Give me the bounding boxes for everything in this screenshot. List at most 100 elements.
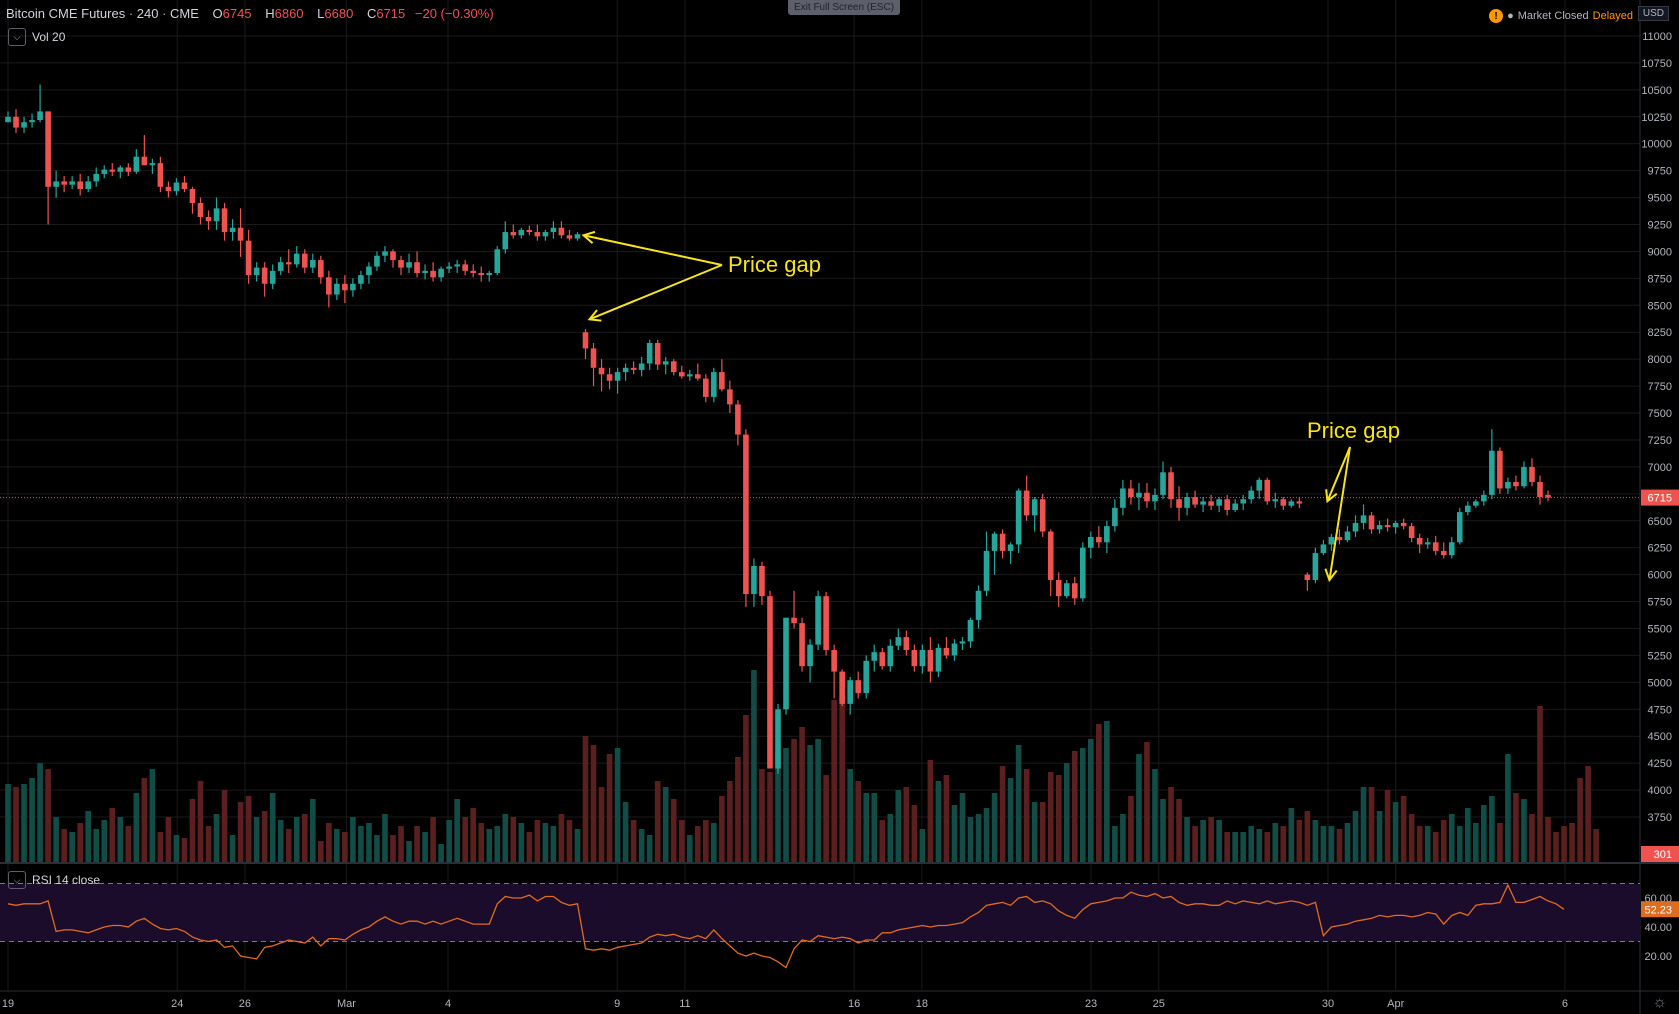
gear-icon[interactable]: ☼ [1652,994,1667,1011]
candle-body [606,374,613,381]
interval-label[interactable]: 240 [136,6,159,21]
exit-fullscreen-button[interactable]: Exit Full Screen (ESC) [788,0,901,15]
volume-bar [1561,826,1567,862]
candle-body [735,404,741,435]
price-tick-label: 6500 [1648,516,1672,528]
volume-bar [85,811,92,862]
candle [727,380,733,414]
price-tick-label: 6250 [1648,543,1672,555]
volume-bar [751,670,757,862]
volume-bar [943,775,950,862]
currency-button[interactable]: USD [1637,6,1669,21]
candle-body [261,267,268,284]
candle-body [951,643,958,656]
candle-body [566,235,573,239]
candle-body [767,596,773,769]
candle [237,208,244,257]
candle-body [622,367,629,373]
time-tick-label: 26 [239,998,251,1010]
candle-body [534,232,541,237]
candle-body [414,262,420,273]
candle [751,558,757,607]
candle [895,628,902,651]
volume-bar [678,820,685,862]
candle [390,249,396,268]
volume-bar [927,760,934,862]
symbol-name[interactable]: Bitcoin CME Futures [6,6,126,21]
candle [1208,494,1214,510]
price-tick-label: 8500 [1648,300,1672,312]
candle-body [598,367,605,375]
volume-bar [510,817,517,862]
price-tick-label: 9250 [1648,220,1672,232]
volume-bar [703,820,709,862]
open-value: 6745 [222,6,252,21]
candle-body [37,111,43,121]
candle-body [406,262,412,268]
time-tick-label: 23 [1085,998,1097,1010]
candle [999,529,1006,559]
volume-bar [478,823,485,862]
chevron-down-icon[interactable]: ⌵ [8,871,26,889]
candle-body [927,650,934,672]
volume-bar [1047,772,1054,862]
volume-indicator-label[interactable]: Vol 20 [32,30,66,44]
candle [406,253,412,273]
volume-bar [526,832,533,862]
candle-body [614,372,621,381]
annotation-arrow [1328,446,1351,581]
candle [622,363,629,381]
volume-bar [799,727,805,862]
candle [309,253,316,273]
candle-body [510,232,517,236]
candle-body [1296,501,1303,504]
candle [342,275,348,304]
candle [1031,497,1038,532]
volume-bar [406,841,412,862]
candle-body [141,156,148,166]
candle-body [1320,544,1327,554]
volume-bar [165,817,172,862]
rsi-indicator-label[interactable]: RSI 14 close [32,873,101,887]
candle [863,655,870,699]
volume-bar [342,832,348,862]
candle-body [582,332,589,349]
candle-body [213,208,220,222]
candle [454,260,460,273]
candle [534,224,541,241]
candle-body [1023,490,1030,516]
candle [430,262,436,282]
candle [991,531,998,575]
candle [502,221,509,254]
candle [157,156,164,193]
volume-bar [1352,811,1359,862]
candle-body [1505,481,1511,489]
candle-body [1280,499,1287,506]
candle-body [943,647,950,656]
chevron-down-icon[interactable]: ⌵ [8,28,26,46]
candle [654,339,661,370]
candle [85,176,92,193]
candle [93,167,100,187]
volume-bar [1296,820,1303,862]
volume-bar [382,814,388,862]
candle-body [1344,531,1351,541]
candle [791,590,797,629]
candle [967,617,974,648]
low-label: L [317,6,325,21]
candle-body [903,637,910,651]
candle-body [245,240,252,276]
candle-body [839,671,845,704]
volume-bar [582,736,589,862]
candle-body [502,232,509,250]
candle [141,135,148,166]
candle [173,178,180,196]
candle [422,264,428,280]
candle-body [895,637,902,646]
candle [1096,526,1102,548]
candle [1256,477,1263,500]
volume-bar [1264,832,1271,862]
candle [189,186,196,214]
candle-body [1208,501,1214,506]
